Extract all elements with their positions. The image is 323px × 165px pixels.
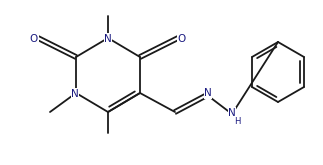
Text: N: N	[204, 88, 212, 98]
Text: H: H	[234, 116, 240, 126]
Text: N: N	[104, 34, 112, 44]
Text: N: N	[71, 89, 79, 99]
Text: N: N	[228, 108, 236, 118]
Text: O: O	[178, 34, 186, 44]
Text: O: O	[30, 34, 38, 44]
